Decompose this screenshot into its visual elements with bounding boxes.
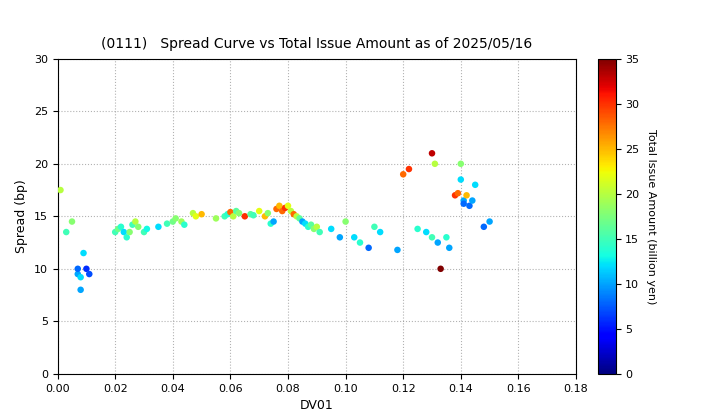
Point <box>124 228 135 235</box>
Point <box>141 226 153 232</box>
Point <box>55 186 66 193</box>
Point <box>288 211 300 218</box>
X-axis label: DV01: DV01 <box>300 399 333 412</box>
Point <box>72 265 84 272</box>
Point <box>219 213 230 220</box>
Point <box>132 223 144 230</box>
Point <box>222 211 233 218</box>
Point <box>167 218 179 225</box>
Point <box>121 234 132 241</box>
Point <box>302 223 314 230</box>
Point <box>72 270 84 277</box>
Point <box>115 223 127 230</box>
Point <box>161 220 173 227</box>
Point <box>253 208 265 214</box>
Point <box>130 218 141 225</box>
Point <box>259 213 271 220</box>
Point <box>170 215 181 222</box>
Point <box>127 221 138 228</box>
Point <box>340 218 351 225</box>
Point <box>285 208 297 214</box>
Point <box>78 249 89 256</box>
Point <box>467 197 478 204</box>
Point <box>412 226 423 232</box>
Point <box>311 223 323 230</box>
Point <box>458 200 469 207</box>
Point <box>228 213 239 220</box>
Point <box>455 160 467 167</box>
Point <box>484 218 495 225</box>
Point <box>461 192 472 199</box>
Point <box>75 274 86 281</box>
Point <box>435 265 446 272</box>
Point <box>397 171 409 178</box>
Point <box>138 228 150 235</box>
Point <box>458 197 469 204</box>
Point <box>196 211 207 218</box>
Point <box>308 226 320 232</box>
Point <box>282 202 294 209</box>
Point <box>60 228 72 235</box>
Point <box>66 218 78 225</box>
Point <box>455 176 467 183</box>
Y-axis label: Total Issue Amount (billion yen): Total Issue Amount (billion yen) <box>646 129 656 304</box>
Point <box>276 208 288 214</box>
Point <box>420 228 432 235</box>
Point <box>291 213 302 220</box>
Point <box>118 228 130 235</box>
Point <box>262 210 274 216</box>
Point <box>248 212 259 218</box>
Title: (0111)   Spread Curve vs Total Issue Amount as of 2025/05/16: (0111) Spread Curve vs Total Issue Amoun… <box>102 37 532 51</box>
Point <box>426 150 438 157</box>
Point <box>449 192 461 199</box>
Point <box>305 221 317 228</box>
Point <box>392 247 403 253</box>
Point <box>374 228 386 235</box>
Point <box>84 270 95 277</box>
Point <box>239 213 251 220</box>
Y-axis label: Spread (bp): Spread (bp) <box>15 179 28 253</box>
Point <box>334 234 346 241</box>
Point <box>179 221 190 228</box>
Point <box>297 218 308 225</box>
Point <box>225 209 236 215</box>
Point <box>210 215 222 222</box>
Point <box>363 244 374 251</box>
Point <box>429 160 441 167</box>
Point <box>271 205 282 212</box>
Point <box>153 223 164 230</box>
Point <box>441 234 452 241</box>
Point <box>426 234 438 241</box>
Point <box>300 220 311 227</box>
Point <box>478 223 490 230</box>
Point <box>444 244 455 251</box>
Point <box>230 208 242 214</box>
Point <box>274 202 285 209</box>
Point <box>369 223 380 230</box>
Point <box>354 239 366 246</box>
Point <box>268 218 279 225</box>
Point <box>403 165 415 172</box>
Point <box>279 205 291 211</box>
Point <box>75 286 86 293</box>
Point <box>190 213 202 220</box>
Point <box>325 226 337 232</box>
Point <box>176 218 187 225</box>
Point <box>109 228 121 235</box>
Point <box>469 181 481 188</box>
Point <box>233 210 245 216</box>
Point <box>245 211 256 218</box>
Point <box>432 239 444 246</box>
Point <box>314 228 325 235</box>
Point <box>112 226 124 232</box>
Point <box>265 220 276 227</box>
Point <box>464 202 475 209</box>
Point <box>452 190 464 197</box>
Point <box>294 215 305 222</box>
Point <box>187 210 199 216</box>
Point <box>81 265 92 272</box>
Point <box>348 234 360 241</box>
